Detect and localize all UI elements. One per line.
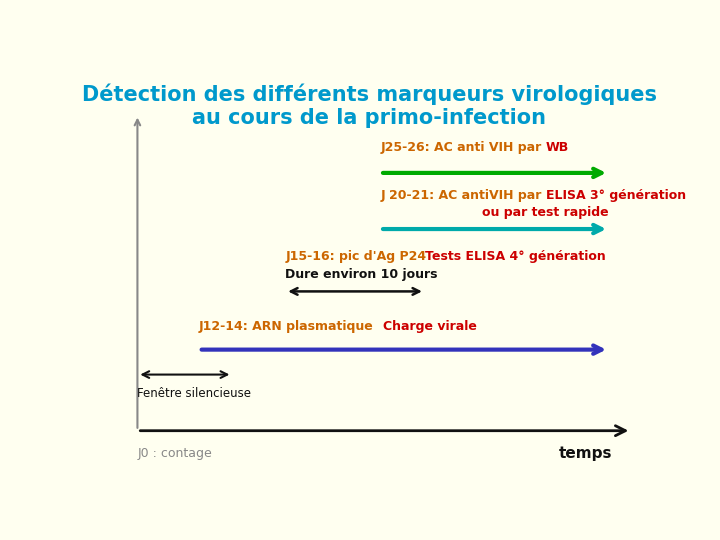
Text: Charge virale: Charge virale <box>383 320 477 333</box>
Text: Dure environ 10 jours: Dure environ 10 jours <box>285 268 438 281</box>
Text: ELISA 3° génération: ELISA 3° génération <box>546 190 686 202</box>
Text: Fenêtre silencieuse: Fenêtre silencieuse <box>138 387 251 400</box>
Text: J 20-21: AC antiVIH par: J 20-21: AC antiVIH par <box>380 190 546 202</box>
Text: J12-14: ARN plasmatique: J12-14: ARN plasmatique <box>199 320 374 333</box>
Text: Tests ELISA 4° génération: Tests ELISA 4° génération <box>425 249 606 262</box>
Text: J0 : contage: J0 : contage <box>138 447 212 460</box>
Text: Détection des différents marqueurs virologiques
au cours de la primo-infection: Détection des différents marqueurs virol… <box>81 84 657 128</box>
Text: temps: temps <box>559 446 612 461</box>
Text: J15-16: pic d'Ag P24: J15-16: pic d'Ag P24 <box>285 249 426 262</box>
Text: WB: WB <box>546 141 569 154</box>
Text: ou par test rapide: ou par test rapide <box>482 206 609 219</box>
Text: J25-26: AC anti VIH par: J25-26: AC anti VIH par <box>380 141 546 154</box>
